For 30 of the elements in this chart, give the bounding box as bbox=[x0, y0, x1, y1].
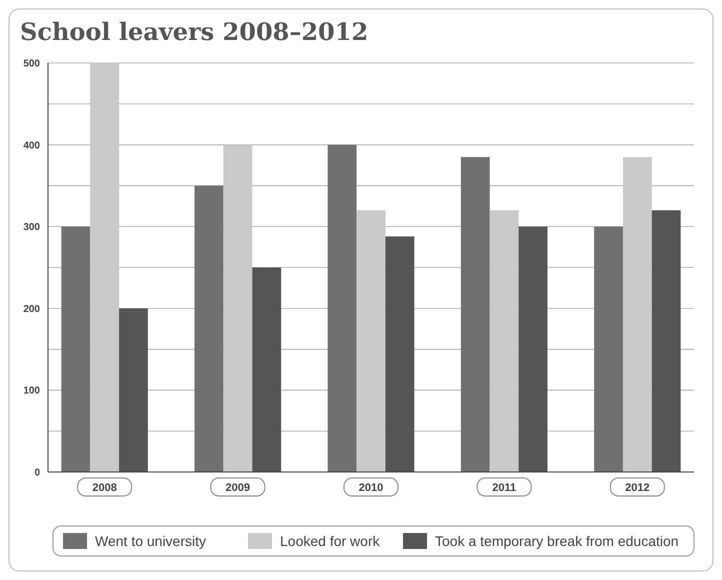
y-tick-label: 500 bbox=[23, 58, 40, 70]
y-tick-label: 400 bbox=[23, 140, 40, 152]
legend-label: Went to university bbox=[95, 533, 206, 549]
bar bbox=[356, 210, 386, 472]
bar bbox=[194, 186, 224, 472]
bar bbox=[252, 268, 282, 472]
y-tick-label: 0 bbox=[34, 468, 40, 478]
bar bbox=[223, 144, 252, 472]
bar bbox=[460, 157, 490, 472]
y-tick-label: 300 bbox=[23, 222, 40, 234]
chart-title: School leavers 2008–2012 bbox=[20, 17, 368, 46]
x-tick-label: 2008 bbox=[92, 482, 117, 494]
legend-label: Took a temporary break from education bbox=[435, 533, 679, 549]
legend-label: Looked for work bbox=[280, 533, 381, 549]
bar bbox=[61, 226, 90, 472]
bar bbox=[119, 308, 148, 472]
bar bbox=[385, 236, 414, 472]
x-tick-label: 2010 bbox=[358, 482, 384, 494]
bar bbox=[328, 144, 357, 472]
bar bbox=[594, 226, 623, 472]
x-tick-label: 2011 bbox=[492, 482, 516, 494]
bar bbox=[652, 210, 681, 472]
y-tick-label: 200 bbox=[23, 304, 40, 315]
x-tick-label: 2009 bbox=[226, 482, 250, 494]
bar bbox=[518, 226, 548, 472]
bar bbox=[90, 63, 120, 472]
bar bbox=[490, 210, 519, 472]
bar bbox=[622, 157, 652, 472]
y-tick-label: 100 bbox=[23, 386, 40, 397]
x-tick-label: 2012 bbox=[625, 482, 650, 494]
